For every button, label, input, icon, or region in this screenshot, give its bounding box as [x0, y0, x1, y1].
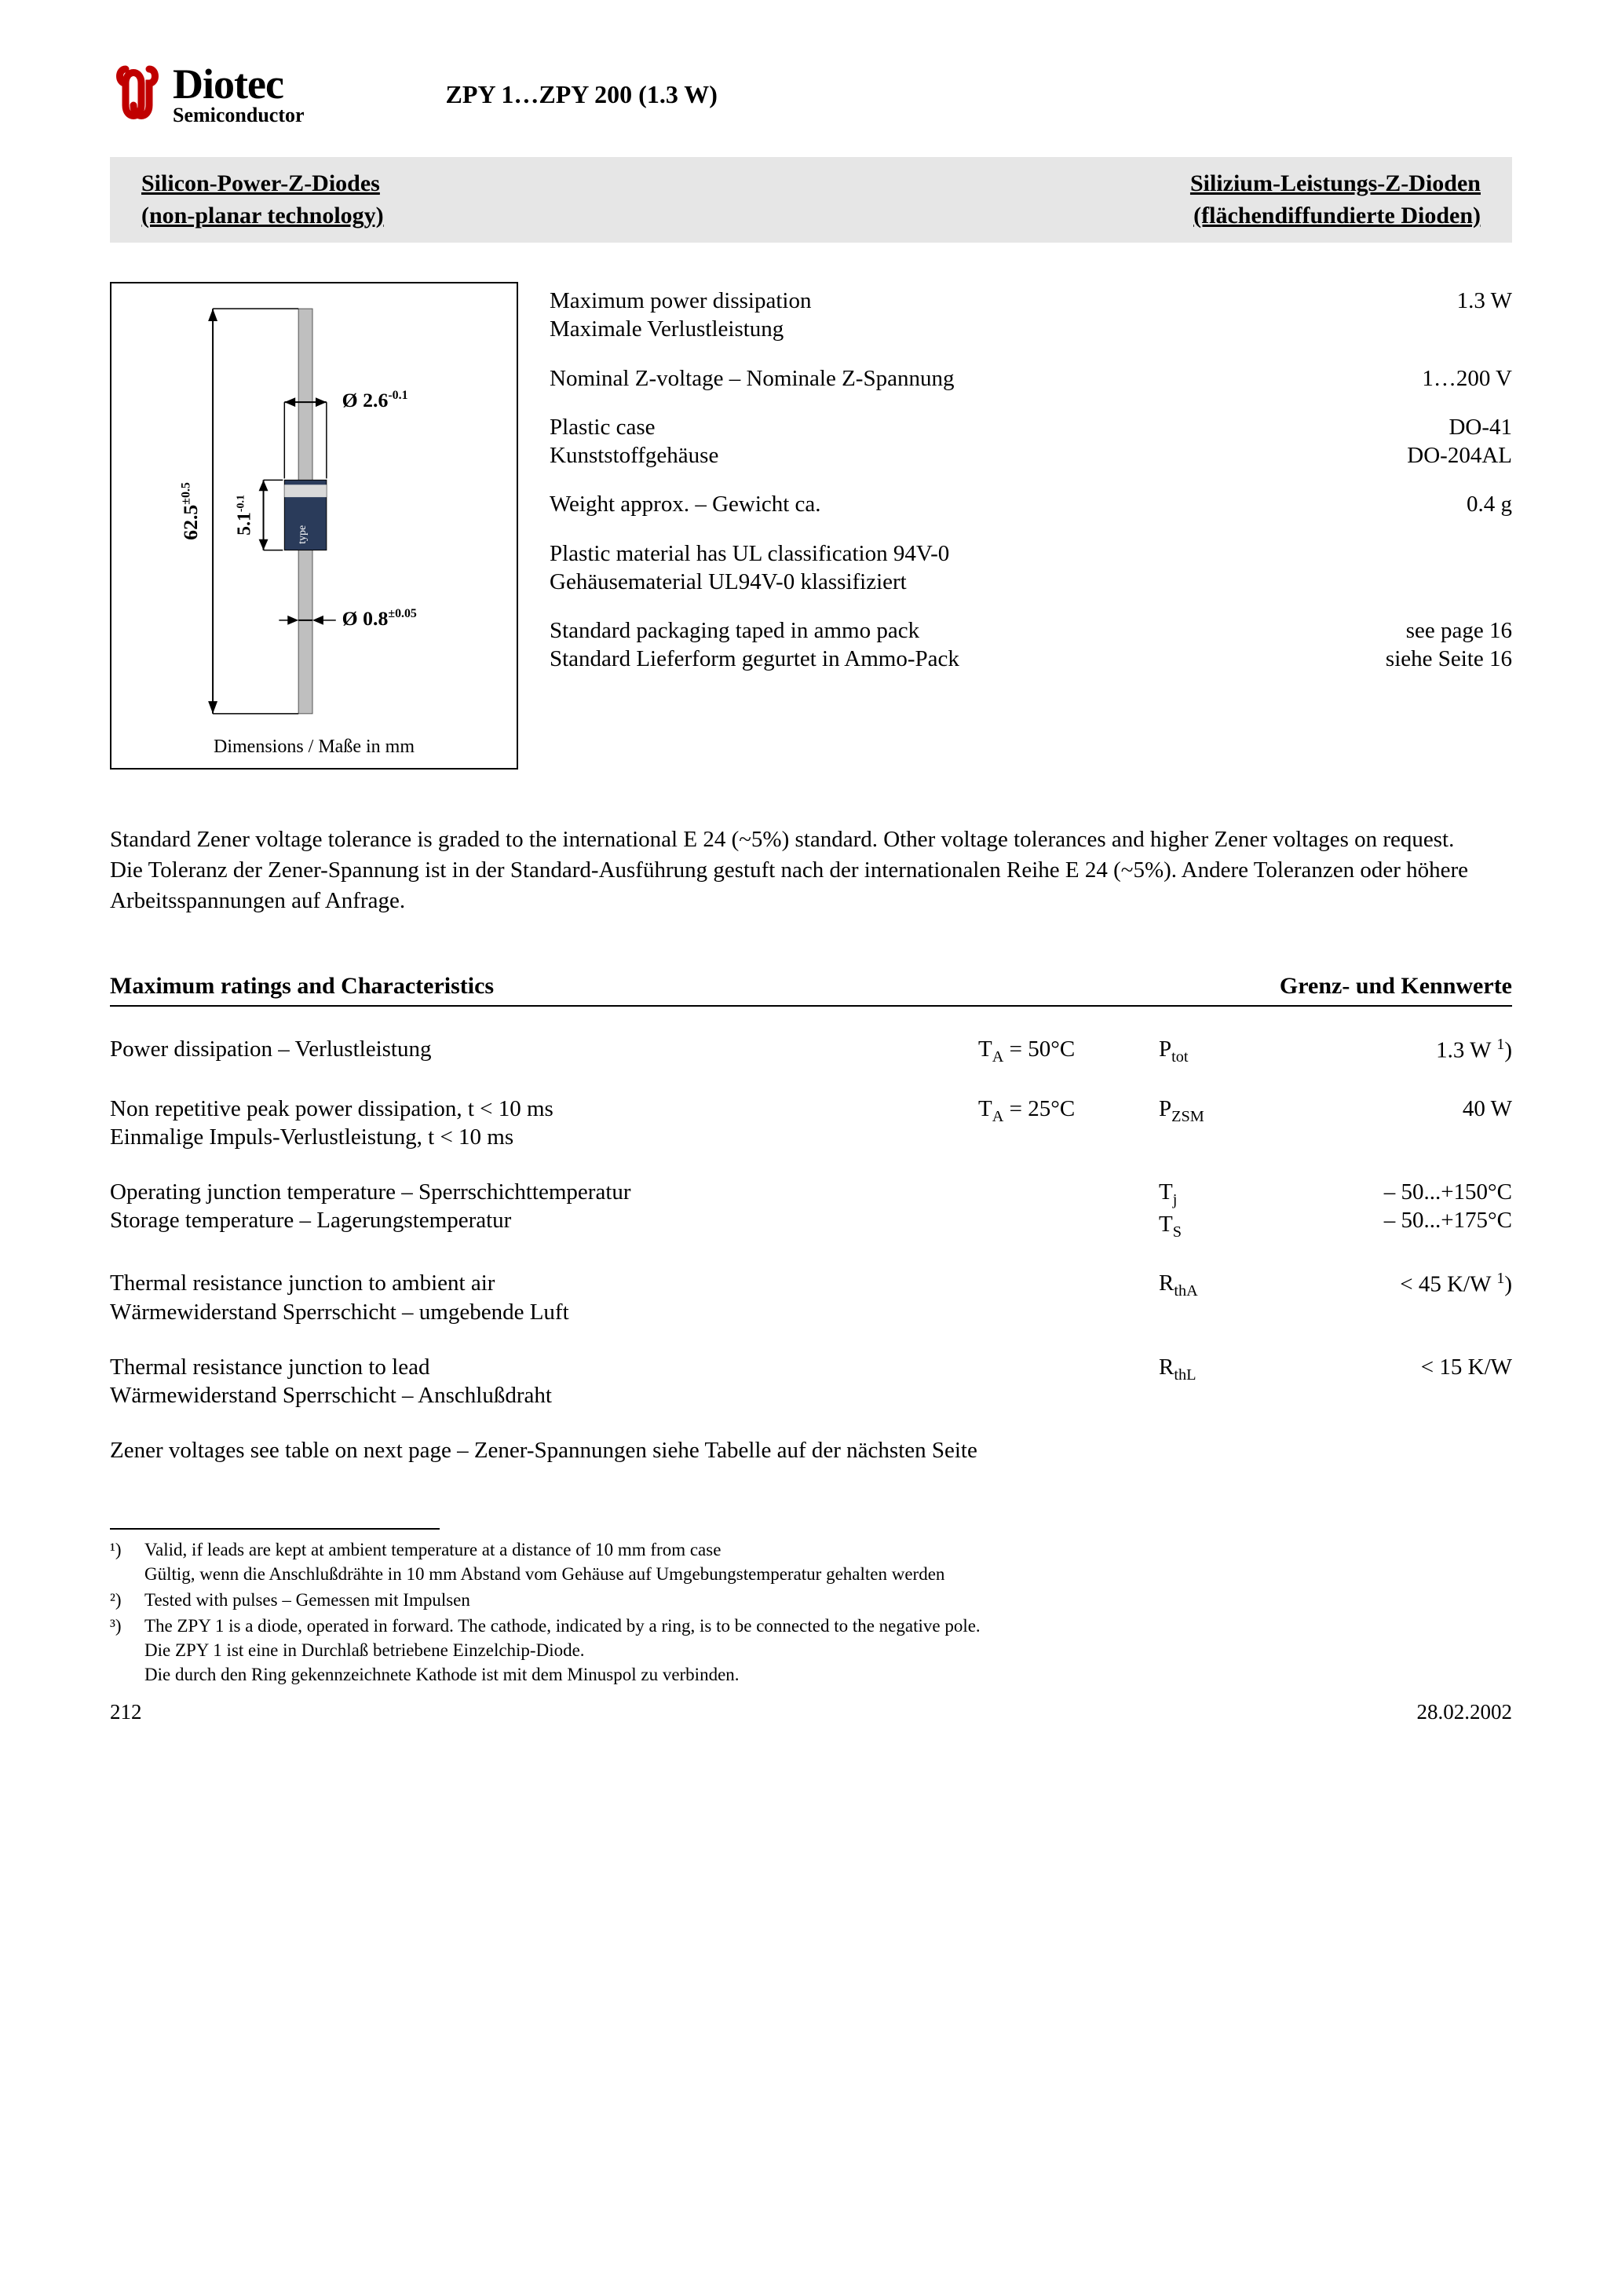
footnote: ¹) Valid, if leads are kept at ambient t…: [110, 1537, 1512, 1586]
spec-label: Weight approx. – Gewicht ca.: [550, 490, 1443, 518]
intro-section: type 62.5±0.5 5.1-0.1 Ø: [110, 282, 1512, 770]
footnotes: ¹) Valid, if leads are kept at ambient t…: [110, 1537, 1512, 1687]
ratings-header-left: Maximum ratings and Characteristics: [110, 971, 494, 1001]
rating-val: 40 W: [1277, 1095, 1512, 1123]
spec-value: 1…200 V: [1422, 364, 1512, 393]
rating-desc: Thermal resistance junction to ambient a…: [110, 1269, 978, 1326]
spec-value: DO-41DO-204AL: [1407, 413, 1512, 470]
footnote-rule: [110, 1528, 440, 1530]
logo-brand: Diotec: [173, 63, 305, 105]
rating-val: < 45 K/W 1): [1277, 1269, 1512, 1299]
footnote-text: Tested with pulses – Gemessen mit Impuls…: [144, 1588, 1512, 1612]
rating-sym: PZSM: [1159, 1095, 1277, 1127]
spec-row: Plastic material has UL classification 9…: [550, 539, 1512, 597]
footnote: ³) The ZPY 1 is a diode, operated in for…: [110, 1614, 1512, 1687]
banner-left: Silicon-Power-Z-Diodes (non-planar techn…: [141, 168, 384, 232]
rating-cond: TA = 25°C: [978, 1095, 1159, 1127]
spec-row: Weight approx. – Gewicht ca. 0.4 g: [550, 490, 1512, 518]
footnote-text: Valid, if leads are kept at ambient temp…: [144, 1537, 1512, 1586]
spec-list: Maximum power dissipation Maximale Verlu…: [550, 282, 1512, 770]
table-row: Thermal resistance junction to ambient a…: [110, 1269, 1512, 1326]
spec-value: 0.4 g: [1467, 490, 1512, 518]
spec-row: Standard packaging taped in ammo pack St…: [550, 616, 1512, 674]
logo-sub: Semiconductor: [173, 105, 305, 126]
header: Diotec Semiconductor ZPY 1…ZPY 200 (1.3 …: [110, 63, 1512, 126]
spec-label: Nominal Z-voltage – Nominale Z-Spannung: [550, 364, 1398, 393]
rating-desc: Operating junction temperature – Sperrsc…: [110, 1178, 978, 1235]
footnote: ²) Tested with pulses – Gemessen mit Imp…: [110, 1588, 1512, 1612]
banner: Silicon-Power-Z-Diodes (non-planar techn…: [110, 157, 1512, 243]
svg-text:62.5±0.5: 62.5±0.5: [179, 482, 202, 540]
spec-row: Plastic case Kunststoffgehäuse DO-41DO-2…: [550, 413, 1512, 470]
footnote-text: The ZPY 1 is a diode, operated in forwar…: [144, 1614, 1512, 1687]
rating-sym: Ptot: [1159, 1035, 1277, 1067]
ratings-header: Maximum ratings and Characteristics Gren…: [110, 971, 1512, 1007]
spec-value: 1.3 W: [1457, 287, 1512, 315]
table-row: Non repetitive peak power dissipation, t…: [110, 1095, 1512, 1152]
dimension-box: type 62.5±0.5 5.1-0.1 Ø: [110, 282, 518, 770]
footnote-mark: ²): [110, 1588, 137, 1612]
svg-text:5.1-0.1: 5.1-0.1: [235, 495, 255, 536]
rating-desc: Thermal resistance junction to leadWärme…: [110, 1353, 978, 1410]
spec-value: see page 16siehe Seite 16: [1386, 616, 1512, 674]
tolerance-paragraph: Standard Zener voltage tolerance is grad…: [110, 824, 1512, 916]
spec-label: Plastic material has UL classification 9…: [550, 539, 1489, 597]
rating-desc: Power dissipation – Verlustleistung: [110, 1035, 978, 1063]
rating-sym: RthA: [1159, 1269, 1277, 1301]
rating-val: – 50...+150°C– 50...+175°C: [1277, 1178, 1512, 1235]
dimension-diagram-icon: type 62.5±0.5 5.1-0.1 Ø: [127, 299, 501, 723]
logo-icon: [110, 63, 165, 126]
spec-label: Standard packaging taped in ammo pack St…: [550, 616, 1362, 674]
banner-right-2: (flächendiffundierte Dioden): [1190, 200, 1481, 232]
spec-label: Maximum power dissipation Maximale Verlu…: [550, 287, 1434, 344]
table-row: Operating junction temperature – Sperrsc…: [110, 1178, 1512, 1242]
logo: Diotec Semiconductor: [110, 63, 305, 126]
footer: 212 28.02.2002: [110, 1699, 1512, 1726]
rating-val: < 15 K/W: [1277, 1353, 1512, 1381]
footnote-mark: ¹): [110, 1537, 137, 1586]
footnote-mark: ³): [110, 1614, 137, 1687]
banner-right: Silizium-Leistungs-Z-Dioden (flächendiff…: [1190, 168, 1481, 232]
banner-left-1: Silicon-Power-Z-Diodes: [141, 168, 384, 200]
table-row: Thermal resistance junction to leadWärme…: [110, 1353, 1512, 1410]
svg-text:Ø 2.6-0.1: Ø 2.6-0.1: [342, 389, 408, 411]
footer-date: 28.02.2002: [1417, 1699, 1513, 1726]
doc-title: ZPY 1…ZPY 200 (1.3 W): [446, 79, 1512, 110]
rating-sym: RthL: [1159, 1353, 1277, 1385]
rating-desc: Non repetitive peak power dissipation, t…: [110, 1095, 978, 1152]
svg-text:Ø 0.8±0.05: Ø 0.8±0.05: [342, 607, 417, 630]
rating-val: 1.3 W 1): [1277, 1035, 1512, 1065]
rating-sym: TjTS: [1159, 1178, 1277, 1242]
dimension-caption: Dimensions / Maße in mm: [127, 735, 501, 759]
page-number: 212: [110, 1699, 142, 1726]
svg-text:type: type: [297, 525, 309, 544]
note-line: Zener voltages see table on next page – …: [110, 1436, 1512, 1464]
spec-row: Maximum power dissipation Maximale Verlu…: [550, 287, 1512, 344]
spec-label: Plastic case Kunststoffgehäuse: [550, 413, 1383, 470]
banner-left-2: (non-planar technology): [141, 200, 384, 232]
ratings-table: Power dissipation – Verlustleistung TA =…: [110, 1035, 1512, 1409]
banner-right-1: Silizium-Leistungs-Z-Dioden: [1190, 168, 1481, 200]
rating-cond: TA = 50°C: [978, 1035, 1159, 1067]
spec-row: Nominal Z-voltage – Nominale Z-Spannung …: [550, 364, 1512, 393]
table-row: Power dissipation – Verlustleistung TA =…: [110, 1035, 1512, 1067]
ratings-header-right: Grenz- und Kennwerte: [1280, 971, 1512, 1001]
